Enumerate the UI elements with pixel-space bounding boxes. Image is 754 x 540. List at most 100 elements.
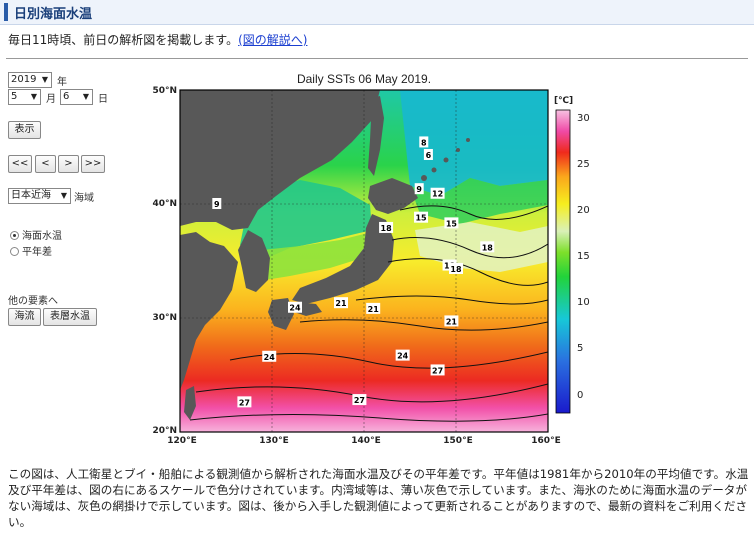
show-button[interactable]: 表示 [8,121,41,139]
year-select[interactable]: 2019 ▼ [8,72,52,88]
contour-label-text: 24 [264,353,276,362]
y-tick-label: 20°N [152,426,177,436]
contour-label-text: 8 [421,138,427,147]
transition-region [410,178,548,224]
day-value: 6 [63,91,70,102]
contour-label: 9 [212,198,222,209]
contour-label: 21 [334,297,348,309]
contour-label: 27 [237,396,252,408]
contour-label-text: 9 [214,200,220,209]
colorbar-tick: 5 [577,343,584,354]
land-honshu [292,214,394,304]
contour-label-box [334,297,348,309]
month-unit: 月 [46,94,56,105]
contour-label-text: 6 [426,151,432,160]
prev-day-button[interactable]: < [35,155,56,173]
contour-label-text: 21 [446,317,458,326]
y-tick-label: 30°N [152,313,177,323]
contour-label-box [444,315,459,327]
land-sakhalin [368,96,384,176]
contour-label: 8 [419,136,429,148]
contour-label-text: 18 [482,243,494,252]
contour-label-box [262,350,277,362]
contour-labels: 986912151518181818212121242424272727 [212,136,495,408]
year-value: 2019 [11,74,37,85]
contour-label-text: 21 [335,299,347,308]
colorbar-tick: 25 [577,159,590,170]
x-tick-label: 120°E [167,436,197,446]
last-day-button[interactable]: >> [81,155,105,173]
region-select[interactable]: 日本近海 ▼ [8,188,71,204]
month-select[interactable]: 5 ▼ [8,89,41,105]
chevron-down-icon: ▼ [30,92,37,101]
description-text: この図は、人工衛星とブイ・船舶による観測値から解析された海面水温及びその平年差で… [8,467,749,529]
contour-label: 6 [423,148,433,160]
map-frame [179,89,549,433]
contour-label-text: 24 [397,352,409,361]
chevron-down-icon: ▼ [41,75,48,84]
contour-label: 9 [414,183,424,195]
radio-anomaly[interactable]: 平年差 [10,243,52,258]
radio-anomaly-label: 平年差 [22,247,52,258]
intro-text: 毎日11時頃、前日の解析図を掲載します。 [8,33,239,47]
contour-label-text: 18 [450,265,462,274]
contour-label: 18 [449,262,463,274]
contour-label-text: 15 [446,219,458,228]
contour-label: 18 [480,241,495,253]
colorbar-tick: 0 [577,390,584,401]
colorbar-tick: 10 [577,297,590,308]
contour-label: 21 [444,315,459,327]
contour-label: 27 [430,364,445,376]
contour-label: 24 [262,350,277,362]
next-day-button[interactable]: > [58,155,79,173]
contour-label-box [419,136,429,148]
radio-sst[interactable]: 海面水温 [10,227,62,242]
contour-label-box [379,221,394,233]
x-tick-label: 150°E [443,436,473,446]
contour-label-text: 21 [368,305,380,314]
page-header: 日別海面水温 [0,0,754,25]
radio-unselected-icon [10,247,19,256]
contour-label-box [480,241,495,253]
colorbar-tick: 20 [577,205,590,216]
region-unit: 海域 [74,193,94,204]
day-select[interactable]: 6 ▼ [60,89,93,105]
colorbar-unit: [℃] [554,96,574,106]
explanation-link[interactable]: (図の解説へ) [238,33,308,47]
land-korea [238,230,270,292]
land-asia [180,90,380,230]
subsurface-temp-button[interactable]: 表層水温 [43,308,97,326]
contour-label: 15 [414,211,429,223]
contour-label: 24 [288,301,302,313]
current-button[interactable]: 海流 [8,308,41,326]
land-hokkaido [368,178,418,214]
x-tick-label: 160°E [531,436,561,446]
header-accent-bar [4,3,8,21]
land-taiwan [184,386,196,420]
contour-label-box [444,217,459,229]
land-china-coast [180,232,238,390]
contour-label: 21 [366,302,381,314]
day-unit: 日 [98,94,108,105]
contour-label-box [237,396,252,408]
colorbar-tick: 30 [577,113,590,124]
lat-lon-grid [180,90,548,432]
colorbar-tick: 15 [577,251,590,262]
contour-label-text: 15 [415,214,427,223]
japan-sea-south [262,232,372,280]
divider [6,58,748,59]
contour-label-text: 27 [239,398,250,407]
contour-label: 12 [430,187,445,199]
oyashio-region [400,90,548,196]
y-tick-label: 40°N [152,199,177,209]
intro-line: 毎日11時頃、前日の解析図を掲載します。(図の解説へ) [8,31,307,48]
contour-label-box [212,198,222,209]
contour-label-box [430,187,445,199]
year-unit: 年 [57,77,67,88]
contour-label-text: 27 [354,396,365,405]
contour-label-text: 12 [432,190,443,199]
page-title: 日別海面水温 [14,7,93,22]
radio-sst-label: 海面水温 [22,231,62,242]
first-day-button[interactable]: << [8,155,32,173]
